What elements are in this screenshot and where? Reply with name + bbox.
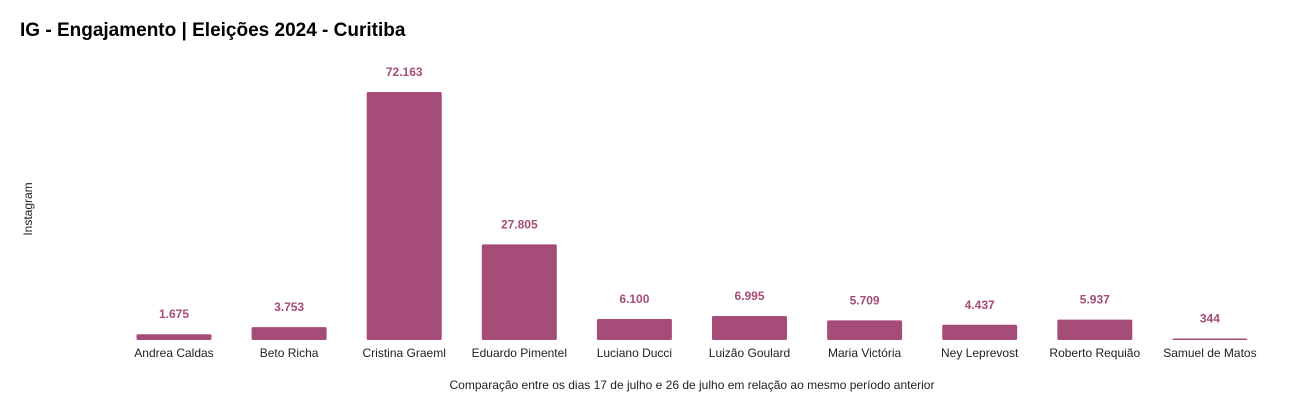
bar bbox=[1057, 319, 1133, 340]
x-tick-label: Samuel de Matos bbox=[1163, 346, 1256, 360]
x-tick-label: Beto Richa bbox=[260, 346, 319, 360]
bar bbox=[712, 316, 787, 340]
x-ticks-group: Andrea Caldas Beto Richa Cristina Graeml Ed… bbox=[134, 346, 1256, 360]
bar-value-label: 5.937 bbox=[1080, 293, 1110, 307]
x-tick-label: Luciano Ducci bbox=[597, 346, 672, 360]
bar-value-label: 6.995 bbox=[734, 289, 764, 303]
bar-value-label: 3.753 bbox=[274, 300, 304, 314]
bars-group bbox=[136, 92, 1248, 340]
x-tick-label: Maria Victória bbox=[828, 346, 901, 360]
bar bbox=[942, 324, 1018, 340]
x-tick-label: Cristina Graeml bbox=[363, 346, 446, 360]
bar-value-label: 4.437 bbox=[965, 298, 995, 312]
bar-value-label: 5.709 bbox=[850, 293, 880, 307]
bar-value-label: 72.163 bbox=[386, 65, 423, 79]
x-tick-label: Ney Leprevost bbox=[941, 346, 1019, 360]
x-tick-label: Andrea Caldas bbox=[134, 346, 213, 360]
bar bbox=[596, 319, 672, 340]
bar bbox=[251, 327, 327, 340]
x-tick-label: Roberto Requião bbox=[1049, 346, 1140, 360]
bar-value-label: 6.100 bbox=[619, 292, 649, 306]
bar-value-label: 344 bbox=[1200, 312, 1220, 326]
x-axis-label: Comparação entre os dias 17 de julho e 2… bbox=[450, 378, 935, 392]
bar bbox=[827, 320, 903, 340]
bar-value-label: 27.805 bbox=[501, 217, 538, 231]
x-tick-label: Luizão Goulard bbox=[709, 346, 790, 360]
x-tick-label: Eduardo Pimentel bbox=[472, 346, 567, 360]
y-axis-label: Instagram bbox=[21, 182, 35, 235]
bar bbox=[136, 334, 212, 340]
bar bbox=[366, 92, 442, 340]
bar bbox=[481, 244, 557, 340]
value-labels-group: 1.675 3.753 72.163 27.805 6.100 6.995 5.709 4.4… bbox=[159, 65, 1220, 326]
chart-title: IG - Engajamento | Eleições 2024 - Curit… bbox=[20, 20, 406, 41]
bar bbox=[1172, 338, 1248, 340]
bar-value-label: 1.675 bbox=[159, 307, 189, 321]
